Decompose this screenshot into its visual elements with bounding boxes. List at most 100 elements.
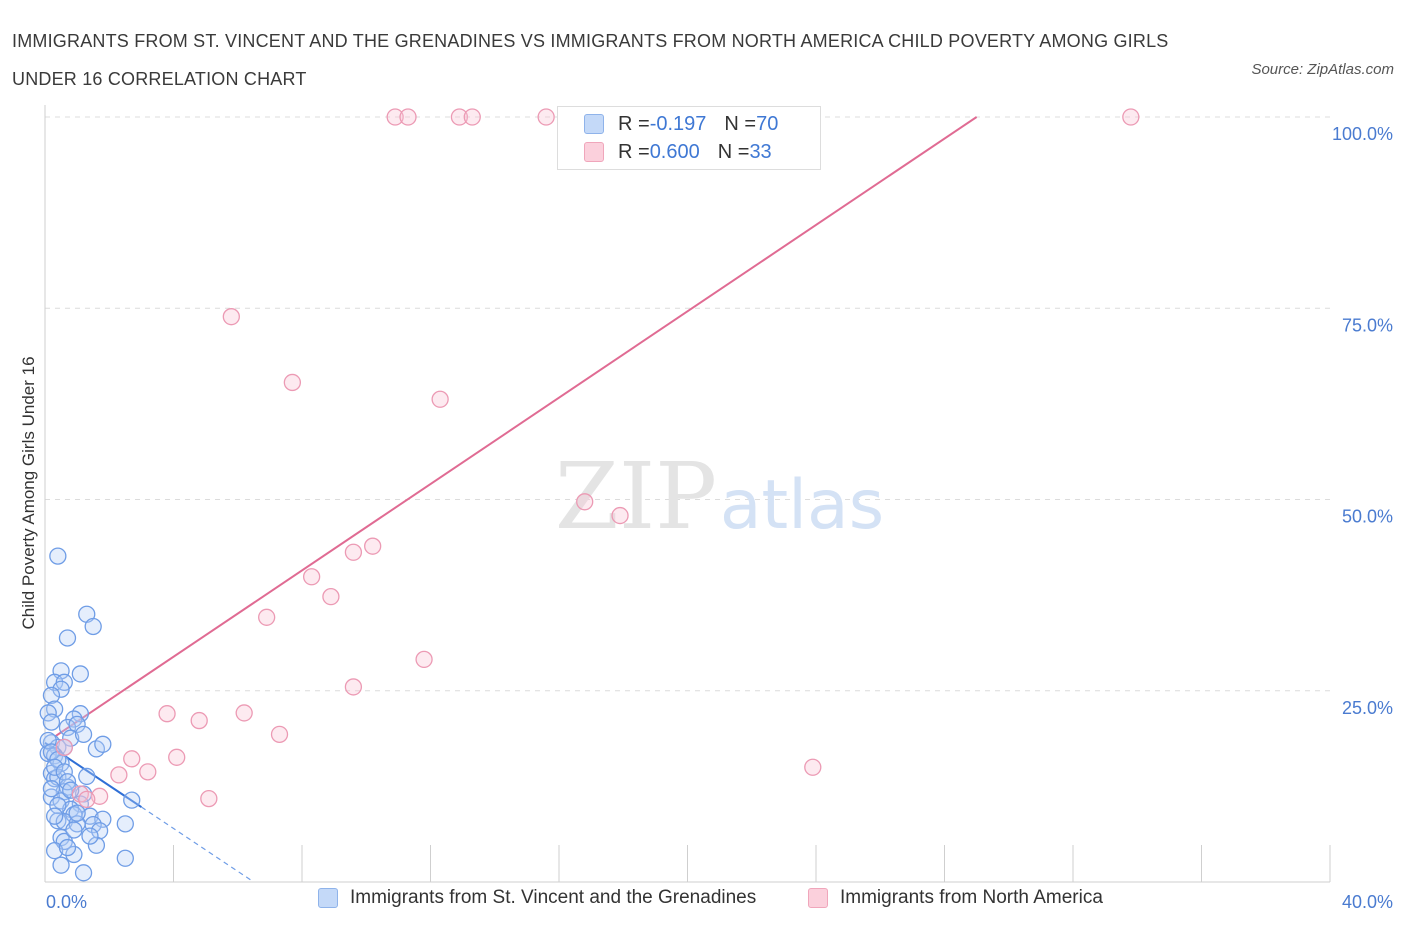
data-point — [58, 718, 77, 737]
data-point — [42, 780, 61, 798]
data-point — [123, 750, 141, 768]
data-point — [537, 108, 555, 126]
watermark-atlas: atlas — [720, 466, 884, 545]
data-point — [1122, 108, 1140, 126]
blue-swatch — [584, 114, 604, 134]
stat-r-value: 0.600 — [649, 140, 700, 163]
y-tick-label: 75.0% — [1342, 315, 1393, 335]
stat-r-label: R = — [618, 140, 650, 163]
data-point — [55, 763, 73, 781]
data-point — [65, 845, 83, 864]
legend-blue-swatch — [318, 888, 338, 908]
trend-line-blue-extension — [141, 806, 251, 881]
series-legend: Immigrants from St. Vincent and the Gren… — [0, 887, 1406, 917]
data-point — [78, 790, 96, 809]
data-point — [45, 841, 64, 860]
stat-r-value: -0.197 — [649, 112, 707, 135]
data-point — [87, 836, 106, 854]
data-point — [42, 686, 61, 704]
axes — [44, 105, 1331, 883]
grid-lines — [45, 116, 1330, 692]
data-point — [222, 308, 240, 326]
data-point — [450, 108, 469, 126]
legend-item-st-vincent: Immigrants from St. Vincent and the Gren… — [318, 887, 756, 909]
data-point — [431, 390, 449, 408]
legend-label: Immigrants from St. Vincent and the Gren… — [350, 887, 757, 908]
data-point — [158, 705, 176, 723]
data-point — [45, 673, 64, 691]
stat-n-value: 70 — [756, 112, 779, 135]
source-label: Source: ZipAtlas.com — [1251, 61, 1394, 78]
watermark-zip: ZIP — [555, 443, 717, 550]
data-point — [78, 767, 96, 786]
data-point — [52, 856, 70, 874]
data-point — [283, 373, 302, 392]
data-point — [58, 838, 77, 857]
data-points — [39, 108, 1140, 882]
y-tick-label: 50.0% — [1342, 507, 1393, 527]
data-point — [190, 711, 208, 730]
stats-legend: R = -0.197 N = 70 R = 0.600 N = 33 — [557, 106, 821, 170]
data-point — [58, 629, 77, 647]
data-point — [71, 665, 89, 683]
watermark: ZIP atlas — [555, 443, 884, 550]
data-point — [84, 617, 102, 636]
chart-title: IMMIGRANTS FROM ST. VINCENT AND THE GREN… — [12, 31, 1169, 89]
data-point — [344, 678, 363, 696]
stat-n-label: N = — [724, 112, 757, 135]
data-point — [322, 588, 340, 606]
data-point — [68, 804, 86, 822]
data-point — [39, 704, 57, 722]
data-point — [270, 725, 289, 744]
y-tick-label: 100.0% — [1332, 124, 1393, 144]
data-point — [90, 787, 109, 805]
data-point — [116, 849, 134, 867]
data-point — [81, 827, 99, 845]
data-point — [45, 758, 64, 776]
legend-label: Immigrants from North America — [840, 887, 1103, 908]
stat-r-label: R = — [618, 112, 650, 135]
data-point — [74, 864, 93, 882]
data-point — [90, 822, 109, 840]
stat-n-value: 33 — [749, 140, 772, 163]
trend-line-pink — [54, 116, 978, 738]
data-point — [42, 713, 61, 731]
data-point — [415, 650, 433, 669]
data-point — [386, 108, 404, 126]
data-point — [94, 735, 112, 753]
data-point — [168, 748, 186, 766]
x-tick-label: 40.0% — [1342, 892, 1393, 912]
stat-row-blue: R = -0.197 N = 70 — [584, 111, 778, 137]
data-point — [65, 821, 83, 839]
data-point — [116, 815, 134, 833]
data-point — [45, 807, 64, 825]
x-tick-label: 0.0% — [46, 892, 87, 912]
data-point — [302, 568, 321, 586]
stat-row-pink: R = 0.600 N = 33 — [584, 139, 772, 165]
data-point — [200, 789, 218, 808]
data-point — [55, 738, 73, 757]
data-point — [62, 729, 80, 747]
data-point — [123, 791, 141, 809]
data-point — [576, 493, 594, 511]
legend-pink-swatch — [808, 888, 828, 908]
y-axis-label: Child Poverty Among Girls Under 16 — [19, 356, 38, 629]
data-point — [399, 108, 417, 126]
data-point — [139, 763, 157, 781]
data-point — [52, 680, 70, 698]
pink-swatch — [584, 142, 604, 162]
data-point — [62, 781, 80, 799]
data-point — [110, 766, 128, 784]
data-point — [258, 608, 276, 626]
tick-labels: 25.0% 50.0% 75.0% 100.0% 0.0% 40.0% — [46, 124, 1393, 912]
legend-item-north-america: Immigrants from North America — [808, 887, 1103, 909]
data-point — [235, 704, 253, 722]
data-point — [463, 108, 481, 126]
data-point — [364, 537, 382, 555]
data-point — [74, 725, 93, 744]
stat-n-label: N = — [717, 140, 750, 163]
data-point — [49, 547, 67, 565]
y-tick-label: 25.0% — [1342, 698, 1393, 718]
data-point — [804, 758, 822, 776]
